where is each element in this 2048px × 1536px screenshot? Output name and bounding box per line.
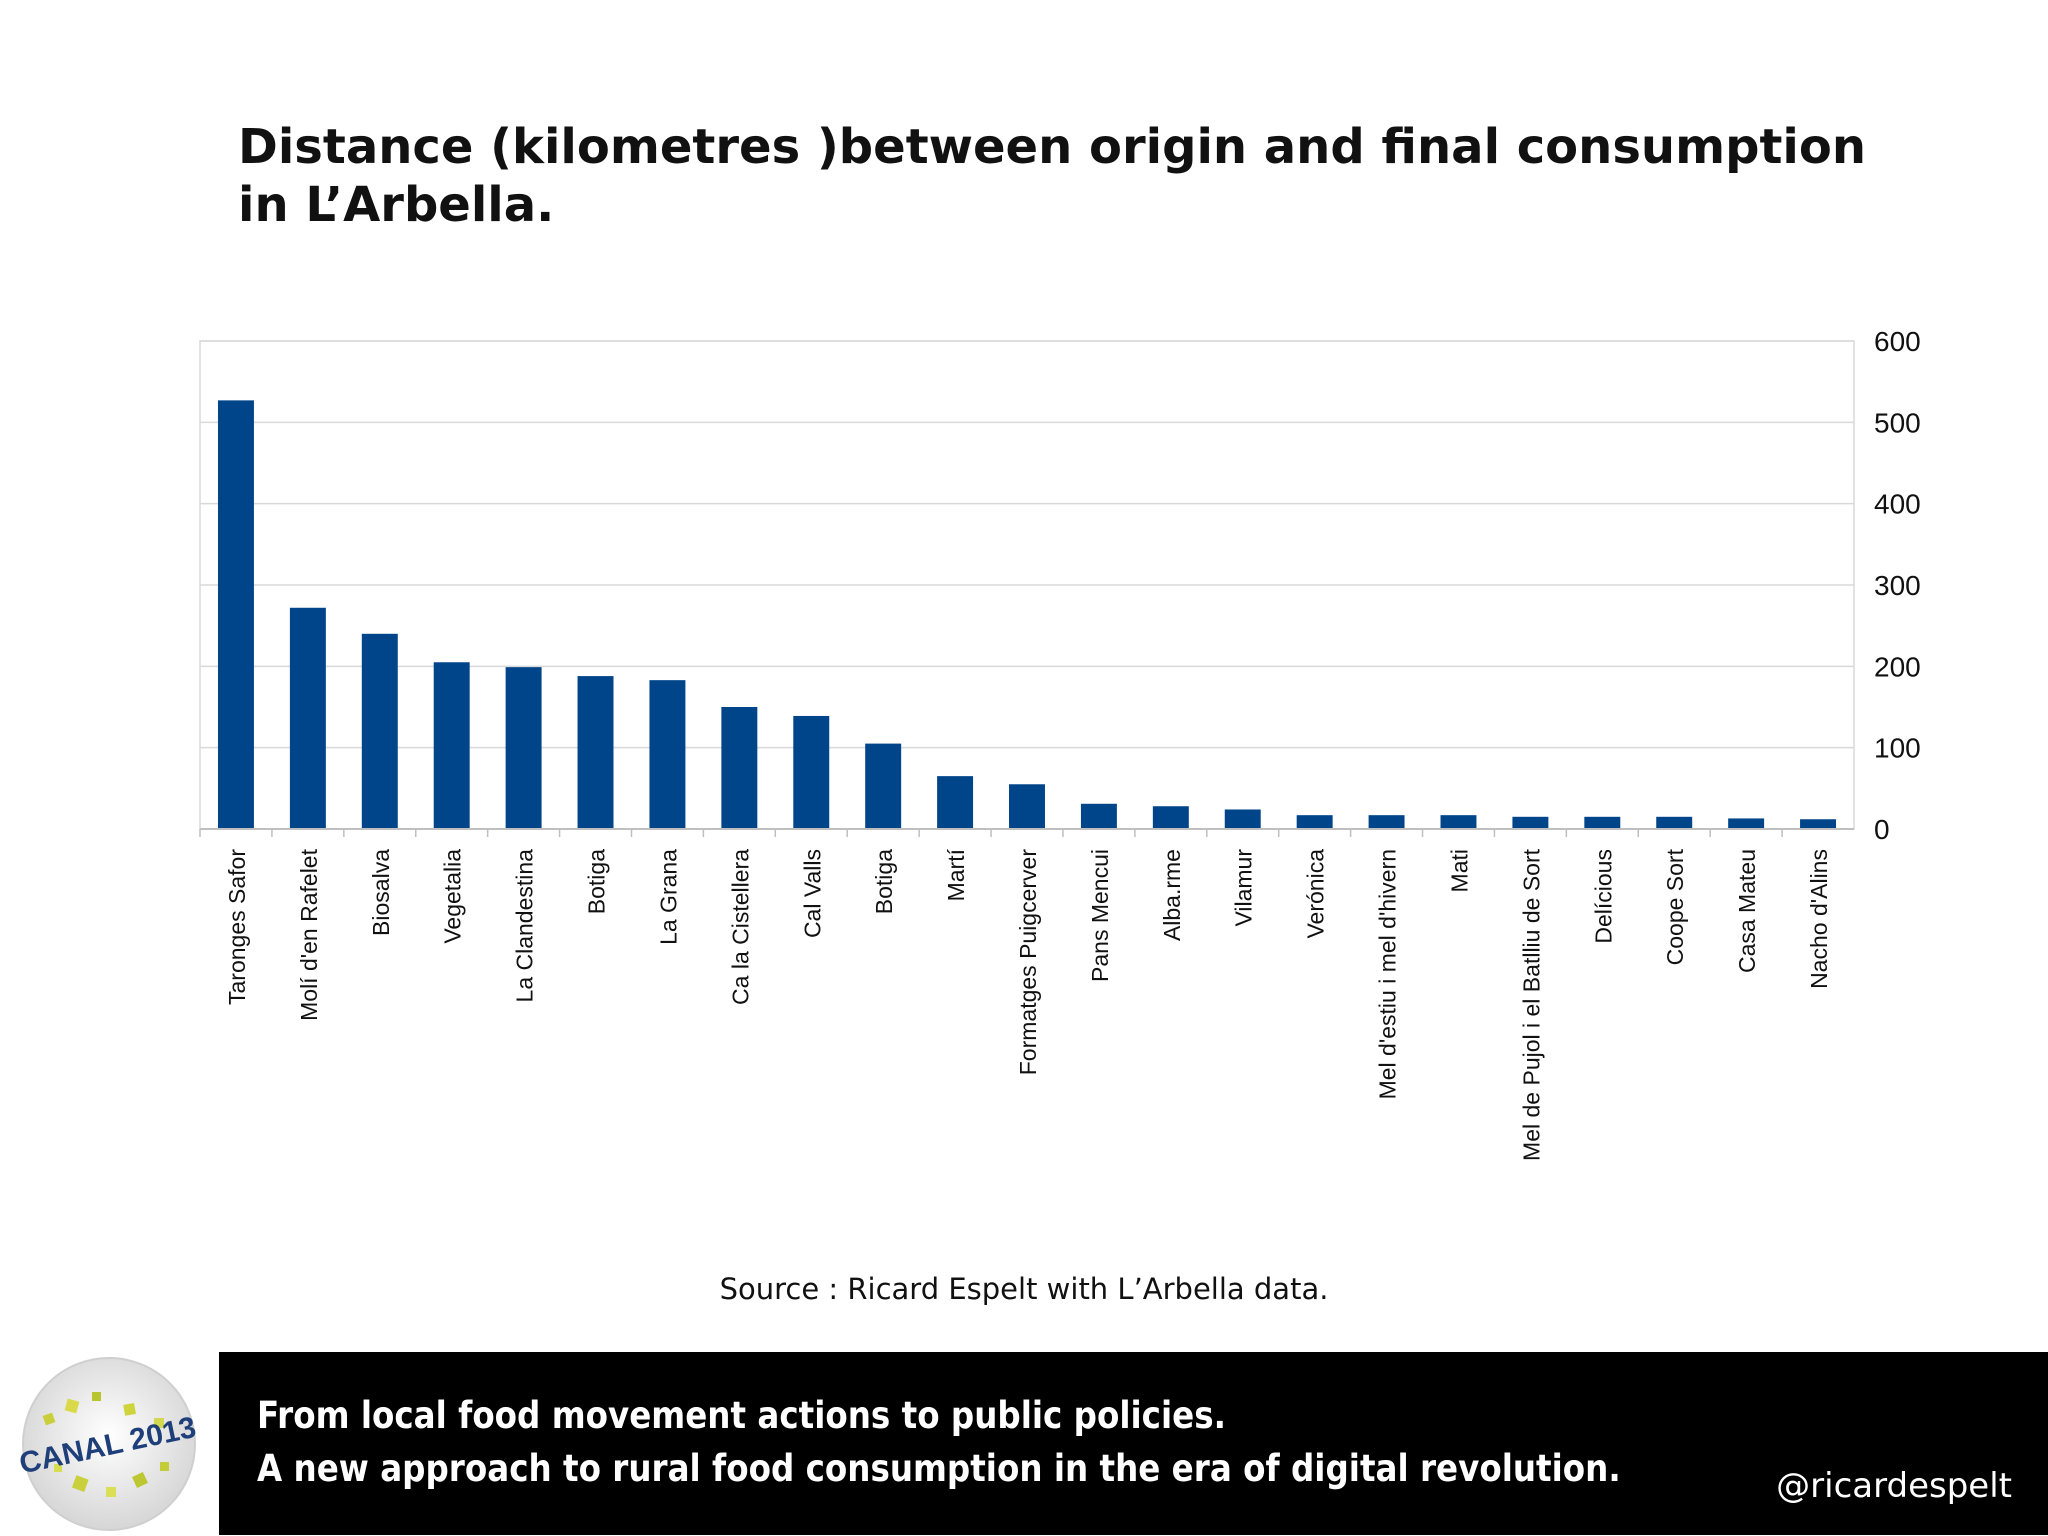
bar [361, 633, 398, 829]
x-tick-label: Verónica [1303, 849, 1329, 939]
slide-title-line-2: in L’Arbella. [238, 177, 555, 233]
x-tick-label: Mel d'estiu i mel d'hivern [1375, 849, 1401, 1099]
bar [1728, 818, 1765, 829]
y-tick-label: 400 [1874, 489, 1921, 520]
x-tick-label: Formatges Puigcerver [1015, 849, 1041, 1076]
y-tick-label: 100 [1874, 733, 1921, 764]
source-note: Source : Ricard Espelt with L’Arbella da… [719, 1272, 1329, 1306]
x-tick-label: La Grana [655, 849, 681, 945]
footer-subtitle-line-1: From local food movement actions to publ… [257, 1394, 1226, 1437]
y-tick-label: 0 [1874, 814, 1890, 845]
bar [721, 707, 758, 829]
x-tick-label: Botiga [871, 849, 897, 914]
x-tick-label: Botiga [584, 849, 610, 914]
x-tick-label: Mati [1446, 849, 1472, 892]
y-tick-label: 500 [1874, 407, 1921, 438]
footer-subtitle-line-2: A new approach to rural food consumption… [257, 1447, 1621, 1490]
x-tick-label: Delícious [1590, 849, 1616, 944]
bar [1656, 816, 1693, 829]
x-tick-label: Biosalva [368, 849, 394, 936]
bar [1152, 806, 1189, 829]
bar-chart: 0 100 200 300 400 500 600 Taronges Safor Molí d… [199, 326, 1921, 1161]
bar [1584, 816, 1621, 829]
y-tick-label: 600 [1874, 326, 1921, 357]
twitter-handle: @ricardespelt [1776, 1466, 2012, 1506]
x-tick-label: Molí d'en Rafelet [296, 848, 322, 1020]
slide-title: Distance (kilometres )between origin and… [238, 118, 1938, 234]
x-tick-label: Ca la Cistellera [727, 849, 753, 1005]
x-tick-label: Vegetalia [440, 849, 466, 944]
bar [1368, 815, 1405, 829]
x-tick-label: Pans Mencui [1087, 849, 1113, 982]
bar [937, 776, 974, 829]
bar [1296, 815, 1333, 829]
bar [505, 667, 542, 829]
x-tick-label: Martí [943, 848, 969, 901]
bar [1009, 784, 1045, 829]
x-tick-label: Casa Mateu [1734, 849, 1760, 973]
x-tick-label: Vilamur [1231, 849, 1257, 927]
bar [217, 400, 254, 829]
y-tick-label: 300 [1874, 570, 1921, 601]
x-tick-label: Nacho d'Alins [1806, 849, 1832, 989]
x-tick-label: Coope Sort [1662, 848, 1688, 965]
bar [1080, 803, 1117, 829]
bar [793, 715, 830, 829]
chart-bars [217, 400, 1837, 829]
slide-title-line-1: Distance (kilometres )between origin and… [238, 119, 1866, 175]
bar [1224, 809, 1261, 829]
y-tick-label: 200 [1874, 651, 1921, 682]
x-tick-label: Alba.rme [1159, 849, 1185, 941]
footer-banner: From local food movement actions to publ… [219, 1352, 2048, 1535]
bar [289, 607, 326, 829]
bar [1440, 815, 1477, 829]
bar [433, 662, 470, 829]
canal-2013-logo-icon: CANAL 2013 [14, 1352, 204, 1532]
x-tick-label: Taronges Safor [224, 849, 250, 1005]
x-tick-label: Mel de Pujol i el Batlliu de Sort [1518, 848, 1544, 1161]
bar [649, 680, 686, 829]
bar [577, 676, 614, 829]
bar [1512, 816, 1549, 829]
x-tick-label: Cal Valls [799, 849, 825, 938]
x-axis-ticks: Taronges Safor Molí d'en Rafelet Biosalva V… [199, 829, 1832, 1161]
bar [1800, 819, 1837, 829]
x-tick-label: La Clandestina [512, 849, 538, 1003]
y-axis-ticks: 0 100 200 300 400 500 600 [1874, 326, 1921, 845]
bar [865, 743, 902, 829]
